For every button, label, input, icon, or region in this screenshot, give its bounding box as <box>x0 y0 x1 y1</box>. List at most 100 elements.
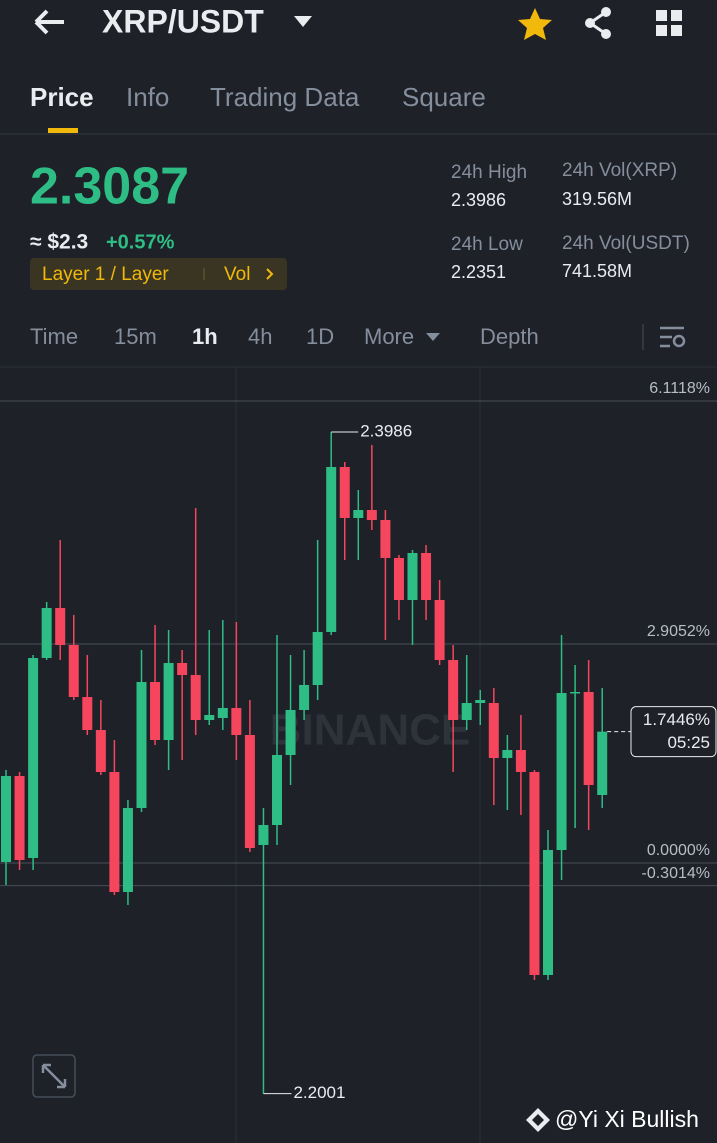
more-caret <box>426 333 440 341</box>
watermark: BINANCE <box>270 706 470 755</box>
pair-title[interactable]: XRP/USDT <box>102 3 264 39</box>
tab[interactable]: Info <box>126 82 169 112</box>
pair-caret[interactable] <box>294 16 312 27</box>
grid-menu[interactable] <box>656 10 682 36</box>
candle-body <box>312 632 323 685</box>
candle-body <box>82 697 93 730</box>
candle-body <box>231 708 242 735</box>
high-label: 2.3986 <box>360 421 412 440</box>
interval[interactable]: 1h <box>192 324 218 349</box>
candle-body <box>583 692 594 785</box>
candle-body <box>570 692 581 694</box>
stat-value: 2.2351 <box>451 262 506 282</box>
tabs: Price Info Trading Data Square <box>30 82 486 112</box>
candle-body <box>55 608 66 645</box>
favorite-star[interactable] <box>518 8 552 40</box>
interval[interactable]: Depth <box>480 324 539 349</box>
candle-body <box>556 693 567 850</box>
candles: 6.1118% 2.9052% 0.0000% -0.3014% 2.3986 2.200… <box>0 380 717 1102</box>
candle-body <box>204 715 215 720</box>
candle-body <box>285 710 296 755</box>
candle-body <box>515 750 526 772</box>
candle-body <box>95 730 106 772</box>
footer-logo <box>526 1108 550 1132</box>
candle-body <box>28 658 39 858</box>
grid-cell <box>671 25 682 36</box>
stat-label: 24h Low <box>451 234 523 255</box>
y-tick-label: 0.0000% <box>647 842 710 859</box>
interval[interactable]: 15m <box>114 324 157 349</box>
tab[interactable]: Price <box>30 82 94 112</box>
candle-body <box>502 750 513 758</box>
candle-body <box>393 558 404 600</box>
candle-body <box>163 663 174 740</box>
stat-label: 24h Vol(XRP) <box>562 160 677 181</box>
current-price-label: 1.7446% <box>643 710 710 729</box>
expand-button[interactable] <box>32 1054 76 1098</box>
candle-body <box>339 467 350 518</box>
last-price: 2.3087 <box>30 158 189 216</box>
candle-body <box>380 520 391 558</box>
stat-label: 24h High <box>451 162 527 183</box>
candle-body <box>68 645 79 697</box>
interval[interactable]: Time <box>30 324 78 349</box>
current-price-box <box>630 706 717 758</box>
candle-body <box>122 808 133 892</box>
tag-box[interactable] <box>30 258 287 290</box>
low-label: 2.2001 <box>293 1083 345 1102</box>
y-tick-label: 6.1118% <box>649 380 710 397</box>
candle-body <box>41 608 52 658</box>
stat-label: 24h Vol(USDT) <box>562 233 690 254</box>
countdown: 05:25 <box>667 733 710 752</box>
tag-chevron <box>266 268 274 280</box>
candle-body <box>366 510 377 520</box>
stat-value: 2.3986 <box>451 190 506 210</box>
candle-body <box>597 731 608 795</box>
tab[interactable]: Trading Data <box>210 82 360 112</box>
settings-gear <box>672 334 686 348</box>
expand-icon <box>41 1063 67 1089</box>
interval[interactable]: More <box>364 324 414 349</box>
footer-handle: @Yi Xi Bullish <box>555 1106 699 1132</box>
y-tick-label: -0.3014% <box>642 865 711 882</box>
tag-vol[interactable]: Vol <box>224 264 250 285</box>
share-button[interactable] <box>585 7 611 39</box>
candle-body <box>475 700 486 703</box>
candle-body <box>217 708 228 718</box>
candle-body <box>326 467 337 632</box>
candle-body <box>461 703 472 720</box>
grid-cell <box>671 10 682 21</box>
intervals: Time 15m 1h 4h 1D More Depth <box>30 324 539 349</box>
stat-value: 741.58M <box>562 261 632 281</box>
candle-body <box>434 600 445 660</box>
candle-body <box>177 663 188 675</box>
candle-body <box>150 682 161 740</box>
candle-body <box>272 755 282 825</box>
y-tick-label: 2.9052% <box>647 623 710 640</box>
candle-body <box>421 553 432 600</box>
candle-body <box>136 682 147 808</box>
candle-body <box>109 772 120 892</box>
candle-body <box>407 553 418 600</box>
candle-body <box>529 772 540 975</box>
candle-body <box>244 735 255 848</box>
interval[interactable]: 4h <box>248 324 272 349</box>
chart-settings[interactable] <box>660 326 686 348</box>
fiat-price: ≈ $2.3 <box>30 231 88 254</box>
candle-body <box>1 776 11 862</box>
interval[interactable]: 1D <box>306 324 334 349</box>
tab[interactable]: Square <box>402 82 486 112</box>
back-button[interactable] <box>34 9 64 35</box>
back-arrow <box>34 9 64 35</box>
candle-body <box>448 660 459 720</box>
candle-body <box>543 850 553 975</box>
settings-lines <box>660 326 684 348</box>
grid-cell <box>656 25 667 36</box>
stat-value: 319.56M <box>562 189 632 209</box>
price-change: +0.57% <box>106 231 175 253</box>
share-lines <box>587 10 607 36</box>
tag-sector[interactable]: Layer 1 / Layer <box>42 264 169 285</box>
